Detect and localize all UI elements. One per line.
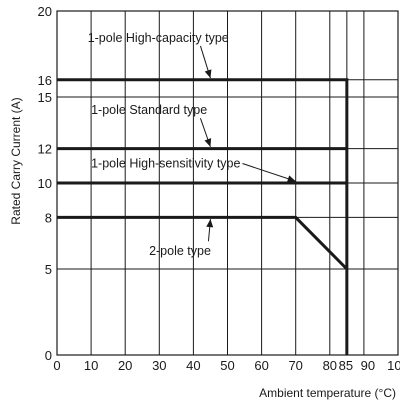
plot-frame: [56, 10, 399, 356]
x-tick-label-20: 20: [118, 358, 132, 373]
y-tick-label-20: 20: [38, 4, 52, 19]
y-tick-label-5: 5: [45, 262, 52, 277]
y-tick-label-12: 12: [38, 142, 52, 157]
series-arrowhead-3: [206, 219, 214, 228]
series-line-0: [57, 78, 349, 355]
series-label-1: 1-pole Standard type: [91, 103, 207, 117]
y-tick-label-0: 0: [45, 348, 52, 363]
x-axis-title: Ambient temperature (°C): [259, 386, 396, 400]
series-label-3: 2-pole type: [149, 244, 211, 258]
y-axis-title: Rated Carry Current (A): [9, 97, 23, 224]
series-leader-2: [242, 163, 296, 182]
x-tick-label-50: 50: [220, 358, 234, 373]
x-tick-label-85: 85: [339, 358, 353, 373]
x-tick-label-90: 90: [361, 358, 375, 373]
x-tick-label-10: 10: [84, 358, 98, 373]
series-arrowhead-0: [204, 69, 212, 79]
series-arrowhead-1: [204, 138, 212, 147]
series-lines: [57, 78, 349, 355]
x-tick-label-30: 30: [152, 358, 166, 373]
annotations: 1-pole High-capacity type 1-pole Standard…: [88, 31, 296, 258]
y-tick-label-15: 15: [38, 90, 52, 105]
x-tick-label-60: 60: [254, 358, 268, 373]
series-label-2: 1-pole High-sensitivity type: [91, 157, 240, 171]
x-tick-label-0: 0: [53, 358, 60, 373]
x-tick-label-70: 70: [288, 358, 302, 373]
y-tick-label-16: 16: [38, 73, 52, 88]
x-tick-label-80: 80: [323, 358, 337, 373]
series-line-3: [57, 215, 348, 271]
y-tick-label-10: 10: [38, 176, 52, 191]
series-arrowhead-2: [287, 175, 296, 183]
x-tick-label-40: 40: [186, 358, 200, 373]
x-tick-label-100: 100: [387, 358, 400, 373]
series-label-0: 1-pole High-capacity type: [88, 31, 229, 45]
y-tick-label-8: 8: [45, 210, 52, 225]
